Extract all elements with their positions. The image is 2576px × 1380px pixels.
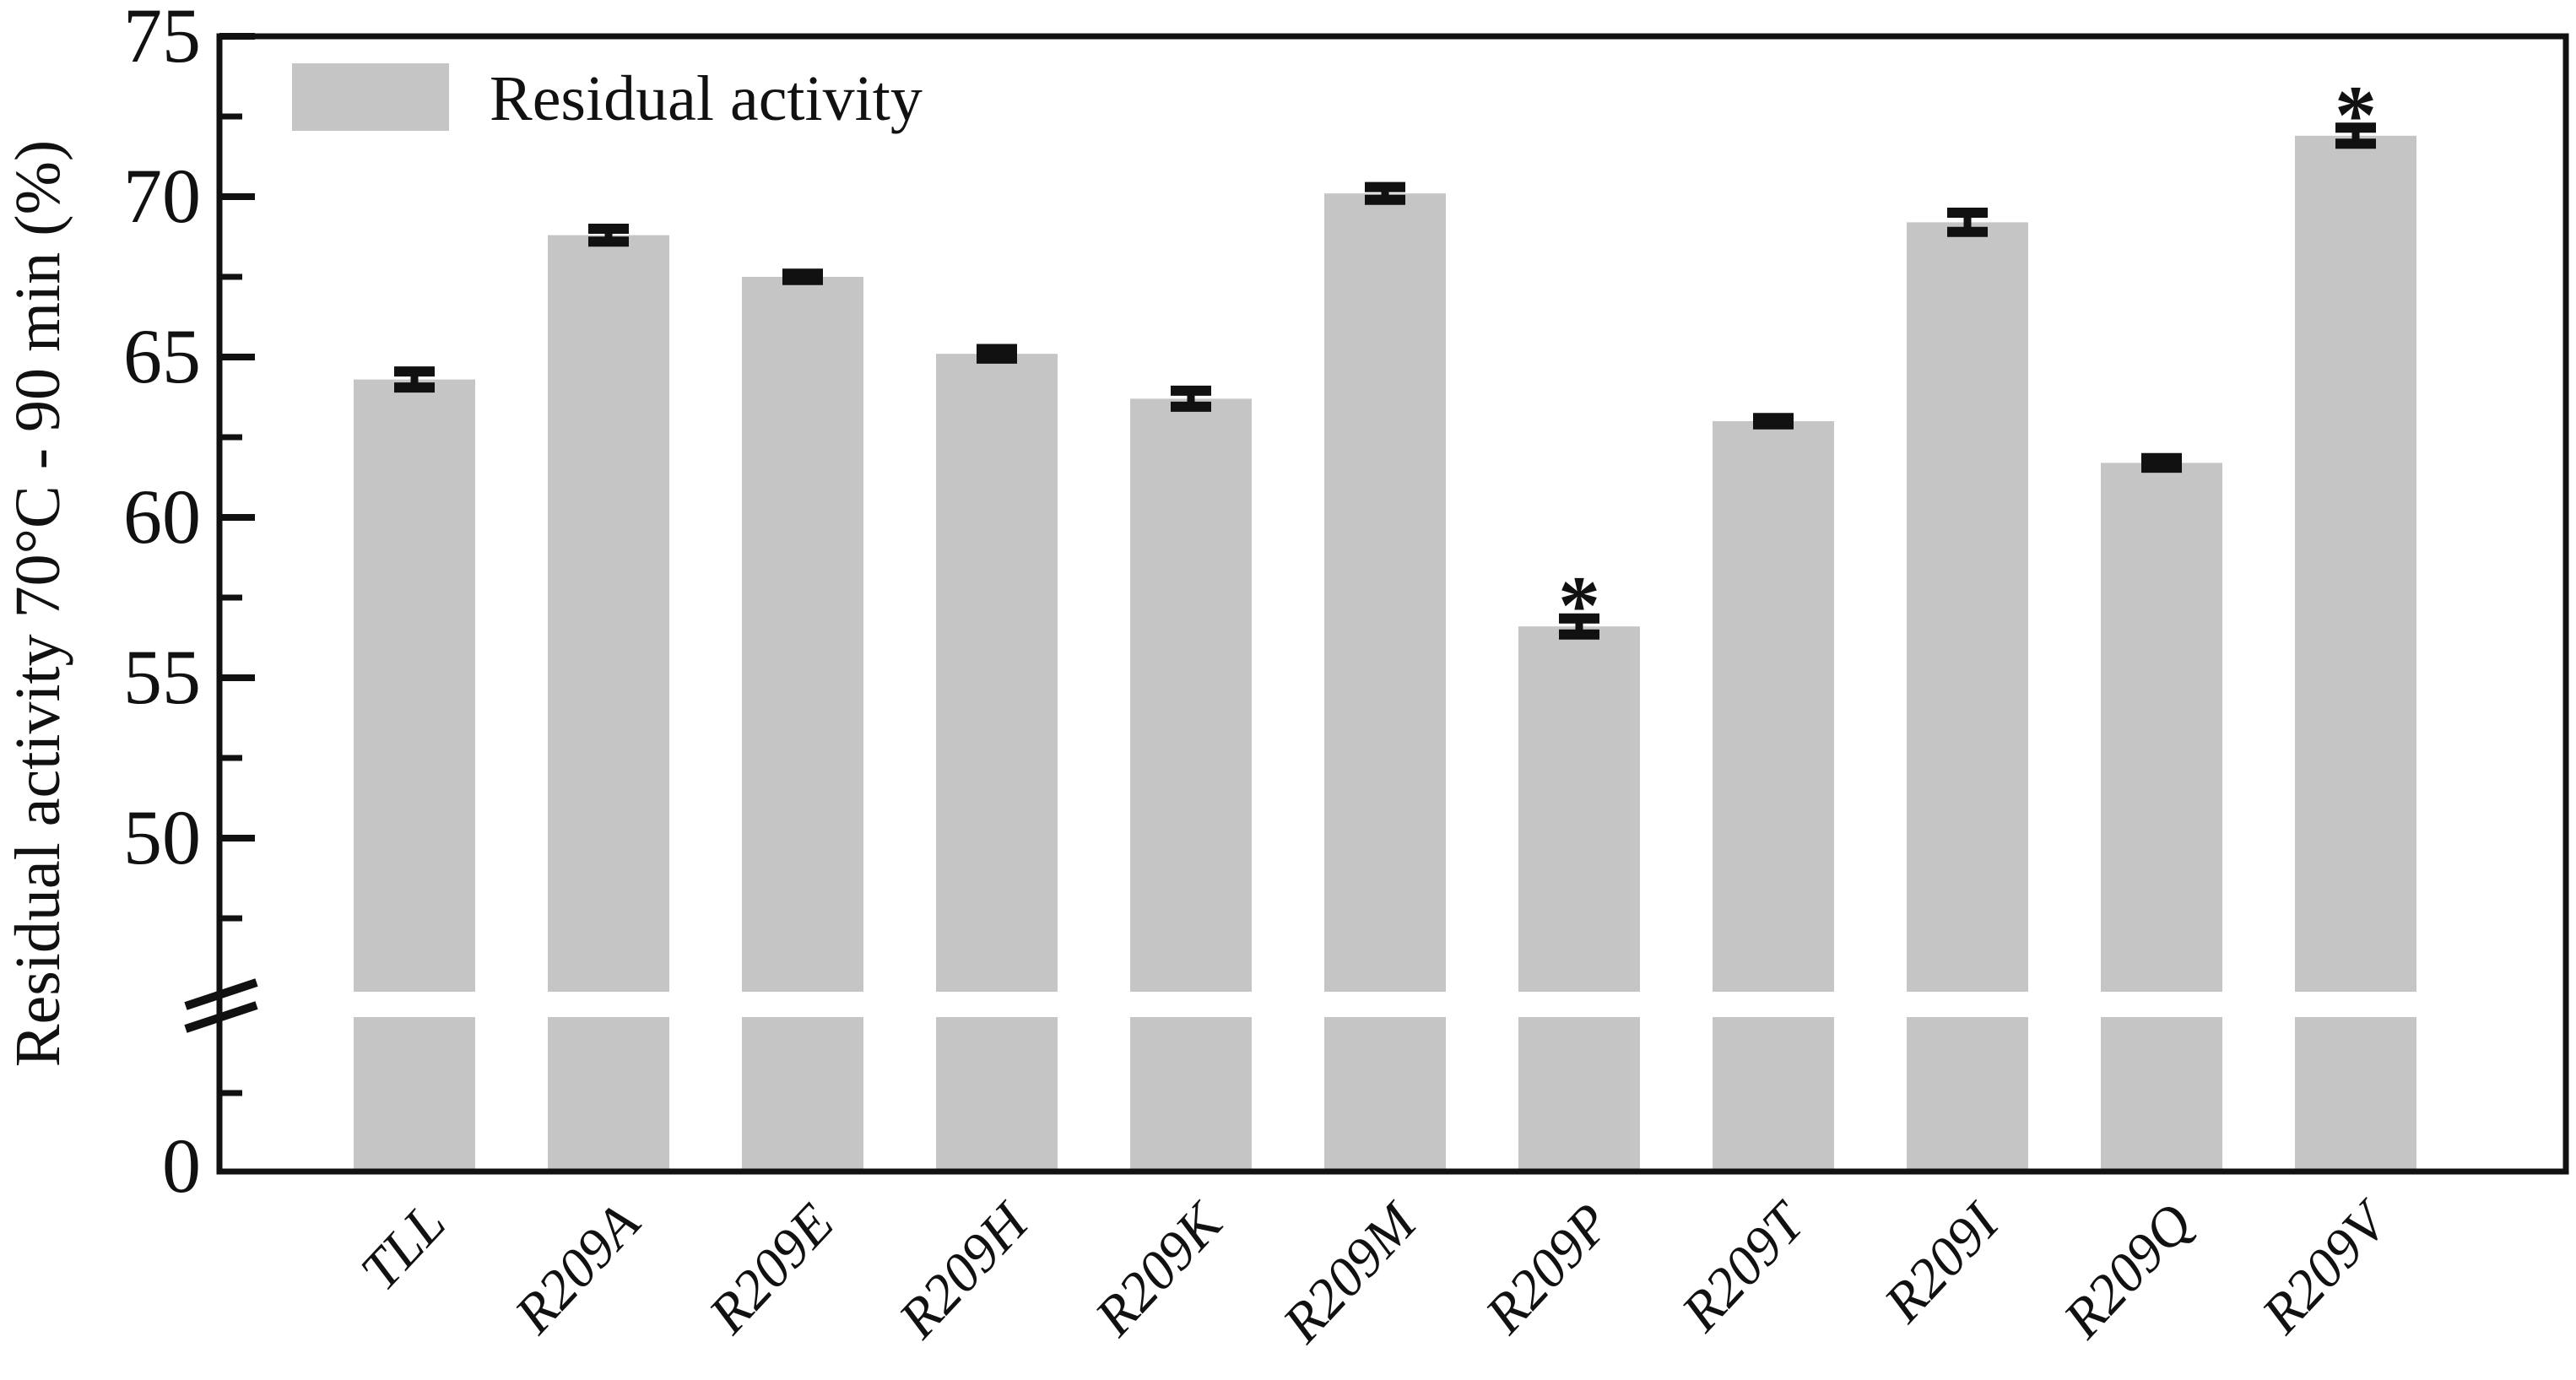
error-bar-R209P [1559, 613, 1599, 640]
axes-layer: 50 55 60 65 70 75 0 [123, 0, 255, 1209]
bar-R209A [548, 235, 669, 1172]
x-tick-label-R209A: R209A [502, 1192, 652, 1345]
error-bar-R209K [1171, 385, 1211, 412]
error-bar-R209A [588, 224, 629, 247]
x-tick-label-R209I: R209I [1872, 1190, 2012, 1334]
bar-R209H [936, 354, 1058, 1172]
y-tick-label: 70 [123, 153, 201, 239]
bar-R209M [1324, 193, 1446, 1172]
bar-R209I [1907, 222, 2028, 1172]
legend-swatch [292, 63, 449, 131]
significance-asterisk-R209P: * [1558, 559, 1600, 652]
bar-R209E [742, 277, 863, 1172]
bar-R209T [1713, 421, 1834, 1172]
error-bar-R209V [2335, 122, 2376, 149]
y-tick-label: 50 [123, 794, 201, 880]
error-bar-R209I [1947, 208, 1988, 237]
y-tick-label: 75 [123, 0, 201, 78]
bars-layer: ** [354, 68, 2416, 1172]
x-tick-label-TLL: TLL [349, 1192, 457, 1302]
x-tick-label-R209E: R209E [696, 1192, 846, 1345]
significance-asterisk-R209V: * [2335, 68, 2377, 161]
error-bar-R209E [782, 268, 823, 285]
y-tick-label: 65 [123, 313, 201, 399]
y-tick-label: 60 [123, 474, 201, 560]
x-tick-label-R209P: R209P [1473, 1192, 1622, 1345]
axis-break-marks [184, 978, 258, 1033]
error-bar-TLL [394, 366, 435, 393]
bar-R209P [1518, 626, 1640, 1172]
x-tick-label-R209V: R209V [2249, 1188, 2402, 1346]
error-bar-R209M [1365, 181, 1405, 205]
plot-frame [216, 33, 2569, 1175]
x-tick-label-R209K: R209K [1083, 1190, 1236, 1348]
error-bar-R209H [977, 344, 1017, 364]
bar-R209Q [2101, 463, 2222, 1172]
bar-TLL [354, 379, 475, 1172]
axis-break-gap [223, 992, 2562, 1017]
legend-label: Residual activity [490, 63, 923, 134]
y-tick-label: 55 [123, 634, 201, 720]
x-tick-label-R209H: R209H [886, 1190, 1042, 1350]
x-tick-label-R209M: R209M [1270, 1190, 1430, 1356]
y-tick-label-zero: 0 [162, 1123, 201, 1209]
error-bar-R209Q [2141, 452, 2182, 474]
error-bar-R209T [1753, 413, 1794, 430]
x-tick-label-R209Q: R209Q [2051, 1192, 2205, 1350]
bar-R209K [1130, 398, 1252, 1172]
x-category-labels: TLL R209A R209E R209H R209K R209M R209P R209T R2… [349, 1188, 2402, 1355]
x-tick-label-R209T: R209T [1670, 1189, 1819, 1343]
y-axis-title: Residual activity 70°C - 90 min (%) [3, 140, 73, 1067]
